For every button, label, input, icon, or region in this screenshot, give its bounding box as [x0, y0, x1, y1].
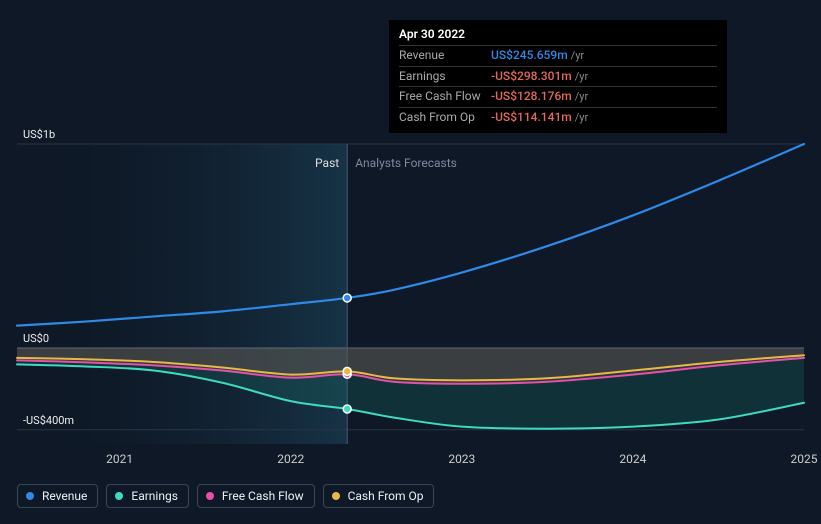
tooltip-unit: /yr — [575, 110, 588, 126]
tooltip-unit: /yr — [575, 69, 588, 85]
legend-item-cfo[interactable]: Cash From Op — [323, 484, 435, 508]
x-axis-label: 2024 — [619, 452, 646, 466]
legend-dot-icon — [26, 492, 34, 500]
tooltip-row: Cash From Op-US$114.141m/yr — [399, 107, 717, 127]
chart-tooltip: Apr 30 2022 RevenueUS$245.659m/yrEarning… — [389, 20, 727, 133]
tooltip-date: Apr 30 2022 — [399, 26, 717, 45]
legend-dot-icon — [332, 492, 340, 500]
tooltip-metric-value: US$245.659m — [491, 47, 568, 64]
x-axis-label: 2025 — [791, 452, 818, 466]
legend-dot-icon — [115, 492, 123, 500]
tooltip-metric-label: Earnings — [399, 68, 491, 85]
tooltip-row: Free Cash Flow-US$128.176m/yr — [399, 86, 717, 106]
tooltip-metric-value: -US$128.176m — [491, 88, 572, 105]
x-axis-label: 2021 — [106, 452, 133, 466]
y-axis-label: US$1b — [23, 128, 55, 141]
legend-dot-icon — [206, 492, 214, 500]
y-axis-label: US$0 — [23, 332, 49, 345]
legend-item-label: Earnings — [131, 489, 178, 503]
forecast-region-label: Analysts Forecasts — [355, 156, 457, 170]
legend-item-label: Free Cash Flow — [222, 489, 304, 503]
legend-item-label: Cash From Op — [348, 489, 424, 503]
tooltip-unit: /yr — [571, 48, 584, 64]
past-region-label: Past — [315, 156, 339, 170]
tooltip-row: RevenueUS$245.659m/yr — [399, 45, 717, 65]
tooltip-metric-value: -US$298.301m — [491, 68, 572, 85]
tooltip-metric-label: Free Cash Flow — [399, 88, 491, 105]
x-axis-label: 2022 — [277, 452, 304, 466]
y-axis-label: -US$400m — [23, 414, 74, 427]
tooltip-row: Earnings-US$298.301m/yr — [399, 66, 717, 86]
legend-item-revenue[interactable]: Revenue — [17, 484, 98, 508]
legend-item-fcf[interactable]: Free Cash Flow — [197, 484, 315, 508]
tooltip-metric-value: -US$114.141m — [491, 109, 572, 126]
tooltip-unit: /yr — [575, 89, 588, 105]
chart-legend: Revenue Earnings Free Cash Flow Cash From O… — [17, 484, 434, 508]
legend-item-label: Revenue — [42, 489, 87, 503]
tooltip-metric-label: Revenue — [399, 47, 491, 64]
legend-item-earnings[interactable]: Earnings — [106, 484, 189, 508]
tooltip-metric-label: Cash From Op — [399, 109, 491, 126]
x-axis-label: 2023 — [448, 452, 475, 466]
